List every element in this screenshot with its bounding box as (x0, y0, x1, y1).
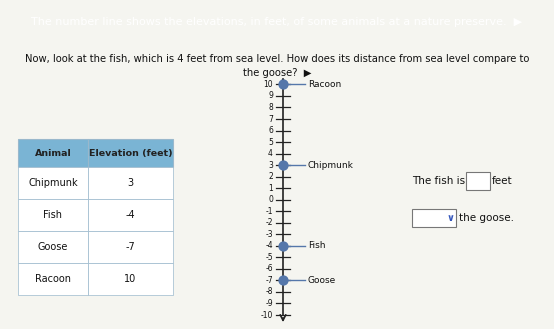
FancyBboxPatch shape (88, 264, 173, 295)
Text: -9: -9 (265, 299, 273, 308)
Text: -2: -2 (265, 218, 273, 227)
FancyBboxPatch shape (18, 264, 88, 295)
Text: 1: 1 (268, 184, 273, 193)
FancyBboxPatch shape (18, 199, 88, 231)
Text: -5: -5 (265, 253, 273, 262)
FancyBboxPatch shape (466, 172, 490, 190)
Text: -7: -7 (265, 276, 273, 285)
FancyBboxPatch shape (88, 167, 173, 199)
Text: Fish: Fish (44, 211, 63, 220)
Text: The number line shows the elevations, in feet, of some animals at a nature prese: The number line shows the elevations, in… (32, 17, 522, 27)
Text: 10: 10 (125, 274, 137, 284)
FancyBboxPatch shape (18, 139, 88, 167)
Text: Chipmunk: Chipmunk (28, 178, 78, 189)
FancyBboxPatch shape (18, 167, 88, 199)
FancyBboxPatch shape (88, 231, 173, 264)
Text: The fish is: The fish is (412, 176, 465, 186)
Text: Goose: Goose (38, 242, 68, 252)
FancyBboxPatch shape (412, 209, 456, 227)
Text: -8: -8 (265, 288, 273, 296)
Point (279, 243, 288, 248)
Text: -7: -7 (126, 242, 135, 252)
Text: -4: -4 (126, 211, 135, 220)
Text: 6: 6 (268, 126, 273, 135)
Text: ∨: ∨ (446, 213, 454, 223)
Text: Racoon: Racoon (308, 80, 341, 89)
Text: feet: feet (492, 176, 512, 186)
Text: 3: 3 (268, 161, 273, 170)
Text: 7: 7 (268, 114, 273, 123)
Text: 4: 4 (268, 149, 273, 158)
Text: 5: 5 (268, 138, 273, 146)
Text: the goose?  ▶️: the goose? ▶️ (243, 68, 311, 78)
Text: -10: -10 (260, 311, 273, 319)
Text: 9: 9 (268, 91, 273, 100)
Text: the goose.: the goose. (459, 213, 514, 223)
Text: Racoon: Racoon (35, 274, 71, 284)
Text: 0: 0 (268, 195, 273, 204)
Text: -1: -1 (265, 207, 273, 216)
Text: Animal: Animal (34, 149, 71, 158)
FancyBboxPatch shape (18, 231, 88, 264)
Text: -6: -6 (265, 265, 273, 273)
Text: -3: -3 (265, 230, 273, 239)
FancyBboxPatch shape (88, 199, 173, 231)
Point (279, 82, 288, 87)
Text: 2: 2 (268, 172, 273, 181)
Text: -4: -4 (265, 241, 273, 250)
Text: Elevation (feet): Elevation (feet) (89, 149, 172, 158)
Text: 3: 3 (127, 178, 134, 189)
Text: Goose: Goose (308, 276, 336, 285)
Text: Chipmunk: Chipmunk (308, 161, 354, 170)
Text: Fish: Fish (308, 241, 326, 250)
Text: 10: 10 (263, 80, 273, 89)
Text: Now, look at the fish, which is 4 feet from sea level. How does its distance fro: Now, look at the fish, which is 4 feet f… (25, 54, 529, 64)
Point (279, 163, 288, 168)
Text: 8: 8 (268, 103, 273, 112)
Point (279, 278, 288, 283)
FancyBboxPatch shape (88, 139, 173, 167)
